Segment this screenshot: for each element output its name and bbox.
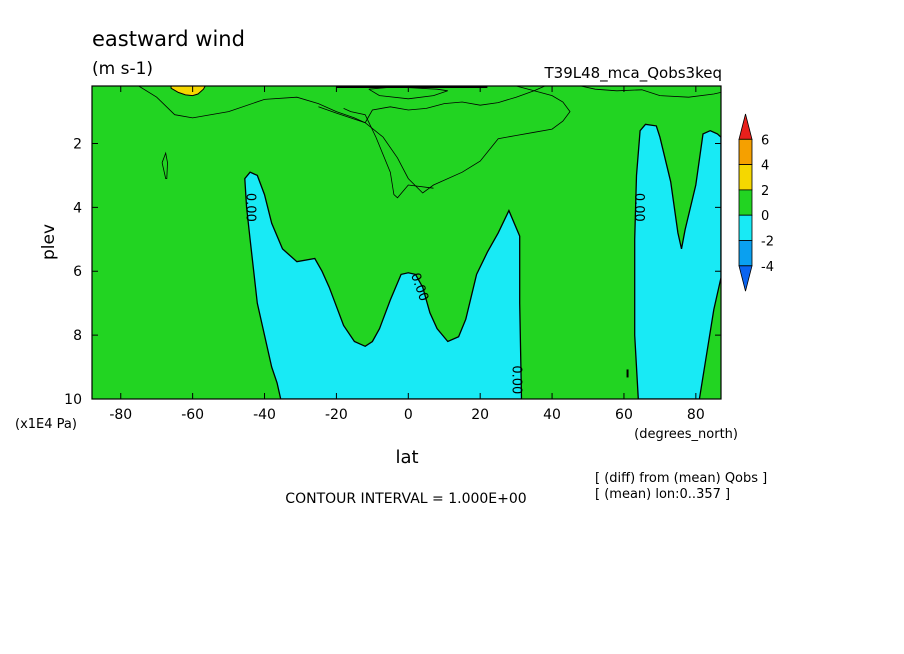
positive-patches [170, 86, 488, 97]
contour-line-north-top [580, 86, 721, 98]
x-tick-label: 80 [687, 407, 705, 423]
contour-label: 0.00 [631, 193, 646, 222]
chart-units: (m s-1) [92, 59, 153, 79]
colorbar-label: -2 [761, 235, 774, 250]
colorbar-swatch [738, 138, 753, 166]
y-tick-label: 6 [73, 264, 82, 280]
colorbar-label: 0 [761, 209, 769, 224]
contour-line-tip-to-dip [343, 108, 434, 199]
run-name: T39L48_mca_Qobs3keq [543, 64, 722, 83]
contour-label: 0.00 [243, 193, 258, 222]
positive-region-southern-jet-yellow [170, 86, 206, 97]
y-tick-label: 2 [73, 136, 82, 152]
x-axis-label: lat [395, 447, 418, 468]
y-tick-label: 8 [73, 328, 82, 344]
x-tick-label: 60 [615, 407, 633, 423]
x-tick-label: -40 [253, 407, 276, 423]
x-tick-label: -20 [325, 407, 348, 423]
x-tick-label: 40 [543, 407, 561, 423]
contour-label: 0.00 [509, 365, 524, 394]
contour-interval: CONTOUR INTERVAL = 1.000E+00 [285, 491, 526, 507]
y-unit: (x1E4 Pa) [15, 417, 77, 432]
colorbar-label: -4 [761, 260, 774, 275]
colorbar-arrow-bottom [738, 265, 753, 292]
colorbar-label: 4 [761, 159, 769, 174]
contour-line-small-loop-equator [368, 87, 448, 100]
y-tick-label: 10 [64, 392, 82, 408]
colorbar-swatch [738, 164, 753, 191]
negative-region-southern-midlatitude [244, 171, 523, 399]
y-tick-label: 4 [73, 200, 82, 216]
colorbar-label: 6 [761, 133, 769, 148]
point-marker [626, 369, 629, 378]
note-line-2: [ (mean) lon:0..357 ] [595, 487, 730, 502]
colorbar-swatch [738, 240, 753, 267]
negative-region-northern-high [634, 123, 721, 399]
markers [626, 369, 629, 378]
x-tick-label: 0 [404, 407, 413, 423]
x-tick-label: -60 [181, 407, 204, 423]
contour-line-sliver [161, 151, 168, 180]
note-line-1: [ (diff) from (mean) Qobs ] [595, 471, 767, 486]
plot-frame [91, 85, 722, 400]
y-axis-label: plev [39, 224, 59, 260]
colorbar-swatch [738, 189, 753, 216]
colorbar-swatch [738, 214, 753, 241]
chart-title: eastward wind [92, 27, 245, 51]
negative-regions [244, 123, 721, 399]
x-tick-label: 20 [471, 407, 489, 423]
contour-line-upper-band-2-lower [318, 86, 571, 194]
colorbar-label: 2 [761, 184, 769, 199]
contour-labels: 0.000.000.000.00 [243, 193, 646, 394]
colorbar: 6 4 2 0 -2 -4 [738, 113, 774, 292]
x-tick-label: -80 [109, 407, 132, 423]
contour-lines [138, 86, 721, 199]
contour-field [92, 86, 721, 399]
x-unit: (degrees_north) [634, 427, 738, 442]
colorbar-arrow-top [738, 113, 753, 140]
contour-line-upper-band-2 [138, 86, 546, 124]
axes: -80 -60 -40 -20 0 20 40 60 80 2 4 6 8 10 [64, 86, 721, 423]
